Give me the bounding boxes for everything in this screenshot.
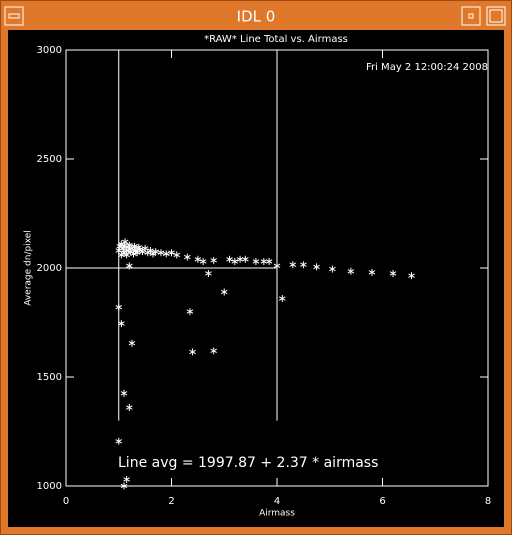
data-point xyxy=(120,389,128,397)
data-point xyxy=(131,242,138,250)
plot-canvas xyxy=(8,30,504,527)
data-point xyxy=(220,288,228,296)
data-point xyxy=(133,249,141,257)
data-point xyxy=(121,238,129,246)
data-point xyxy=(231,257,239,265)
data-point xyxy=(389,269,397,277)
fit-annotation: Line avg = 1997.87 + 2.37 * airmass xyxy=(118,455,378,471)
minimize-icon xyxy=(468,13,474,19)
data-point xyxy=(189,348,196,356)
data-point xyxy=(115,437,123,445)
data-point xyxy=(260,257,268,265)
data-point xyxy=(408,272,415,280)
data-point xyxy=(313,263,320,271)
data-point xyxy=(347,267,355,275)
data-point xyxy=(210,347,217,355)
data-point xyxy=(205,269,212,277)
data-point xyxy=(149,250,157,258)
menu-icon xyxy=(8,13,20,19)
data-point xyxy=(157,249,165,257)
data-point xyxy=(136,245,144,253)
data-point xyxy=(265,257,273,265)
menu-button[interactable] xyxy=(4,6,24,26)
x-tick-label: 0 xyxy=(63,496,69,507)
data-point xyxy=(126,262,133,270)
x-axis-label: Airmass xyxy=(259,509,295,519)
data-point xyxy=(199,257,207,265)
data-point xyxy=(242,255,249,263)
data-point xyxy=(126,241,133,249)
data-point xyxy=(173,251,181,259)
data-point xyxy=(128,339,136,347)
data-point xyxy=(278,295,286,303)
data-point xyxy=(123,475,130,483)
data-point xyxy=(300,261,307,269)
data-point xyxy=(184,253,191,261)
data-point xyxy=(152,248,159,256)
data-point xyxy=(118,251,125,259)
data-point xyxy=(289,261,297,269)
x-tick-label: 2 xyxy=(168,496,174,507)
data-point xyxy=(144,249,152,257)
data-point xyxy=(126,404,133,412)
x-tick-label: 6 xyxy=(379,496,385,507)
data-point xyxy=(115,303,123,311)
minimize-button[interactable] xyxy=(461,6,481,26)
data-point xyxy=(368,268,376,276)
x-tick-label: 8 xyxy=(485,496,491,507)
data-point xyxy=(162,250,170,258)
data-point xyxy=(147,247,154,255)
y-tick-label: 3000 xyxy=(37,45,62,56)
y-tick-label: 2000 xyxy=(37,263,62,274)
data-point xyxy=(236,255,244,263)
chart-title: *RAW* Line Total vs. Airmass xyxy=(204,34,348,45)
window-title: IDL 0 xyxy=(237,8,276,26)
data-point xyxy=(252,257,260,265)
data-point xyxy=(168,249,175,257)
maximize-icon xyxy=(489,9,503,23)
data-point xyxy=(118,320,125,328)
data-point xyxy=(273,262,281,270)
timestamp: Fri May 2 12:00:24 2008 xyxy=(366,62,488,73)
y-tick-label: 1000 xyxy=(37,481,62,492)
data-point xyxy=(139,248,146,256)
data-point xyxy=(194,255,202,263)
data-point xyxy=(120,482,128,490)
y-axis-label: Average dn/pixel xyxy=(24,230,34,306)
data-point xyxy=(226,255,233,263)
y-tick-label: 2500 xyxy=(37,154,62,165)
maximize-button[interactable] xyxy=(486,6,506,26)
y-tick-label: 1500 xyxy=(37,372,62,383)
data-point xyxy=(210,256,217,264)
data-point xyxy=(186,308,194,316)
data-point xyxy=(120,249,128,257)
x-tick-label: 4 xyxy=(274,496,280,507)
data-point xyxy=(329,265,336,273)
data-point xyxy=(123,251,130,259)
